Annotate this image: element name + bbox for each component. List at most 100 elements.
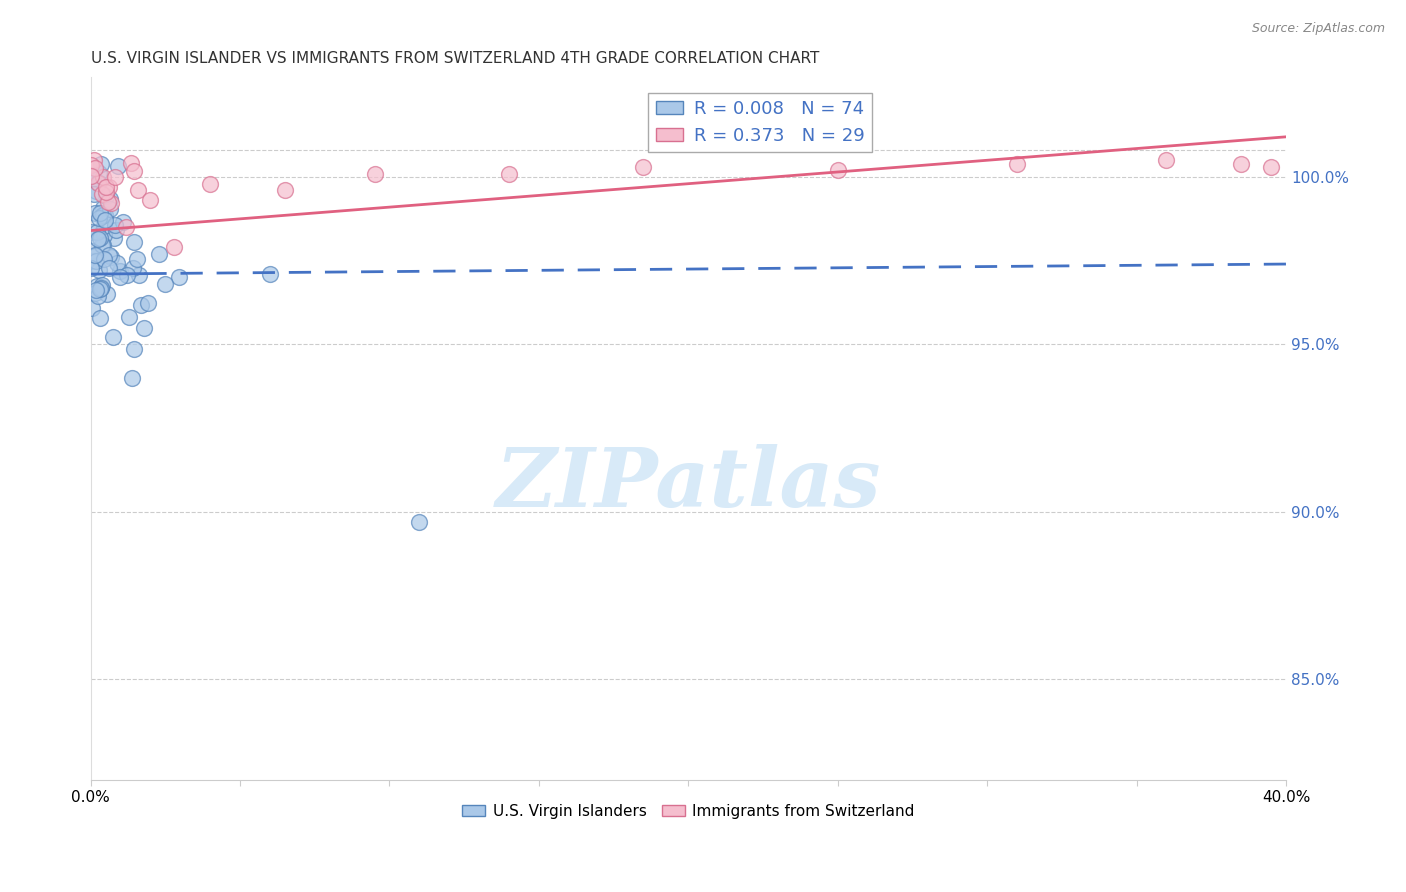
Point xyxy=(89,205,111,219)
Point xyxy=(97,194,120,209)
Point xyxy=(93,213,115,227)
Point xyxy=(87,211,110,225)
Point xyxy=(633,160,655,174)
Point xyxy=(105,255,128,269)
Point xyxy=(274,183,297,197)
Point xyxy=(94,189,117,203)
Text: U.S. VIRGIN ISLANDER VS IMMIGRANTS FROM SWITZERLAND 4TH GRADE CORRELATION CHART: U.S. VIRGIN ISLANDER VS IMMIGRANTS FROM … xyxy=(90,51,818,66)
Point xyxy=(87,232,110,246)
Point xyxy=(107,160,129,174)
Point xyxy=(84,185,107,199)
Point xyxy=(108,264,131,278)
Point xyxy=(80,261,103,276)
Point xyxy=(97,180,120,194)
Point xyxy=(98,202,121,216)
Point xyxy=(83,187,105,202)
Point xyxy=(84,285,107,300)
Point xyxy=(139,194,162,208)
Point xyxy=(122,342,145,356)
Point xyxy=(122,164,145,178)
Point xyxy=(118,310,141,324)
Point xyxy=(129,298,152,312)
Text: Source: ZipAtlas.com: Source: ZipAtlas.com xyxy=(1251,22,1385,36)
Point xyxy=(86,279,108,293)
Point xyxy=(97,247,120,261)
Point xyxy=(89,231,111,245)
Point xyxy=(122,235,145,250)
Point xyxy=(259,267,281,281)
Point xyxy=(94,209,117,223)
Point xyxy=(827,163,849,178)
Point xyxy=(163,240,186,254)
Point xyxy=(134,320,156,334)
Point xyxy=(87,289,110,303)
Point xyxy=(128,268,150,282)
Point xyxy=(87,263,110,277)
Point xyxy=(100,250,122,264)
Point xyxy=(104,219,127,233)
Point xyxy=(86,254,108,268)
Point xyxy=(1005,156,1028,170)
Point xyxy=(84,283,107,297)
Point xyxy=(100,192,122,206)
Point xyxy=(89,283,111,297)
Point xyxy=(90,281,112,295)
Point xyxy=(408,515,430,529)
Point xyxy=(86,226,108,240)
Point xyxy=(100,196,122,211)
Point xyxy=(155,277,177,292)
Point xyxy=(1156,153,1178,168)
Point xyxy=(80,169,103,183)
Point xyxy=(84,248,107,262)
Point xyxy=(136,296,159,310)
Point xyxy=(103,330,125,344)
Point xyxy=(127,183,149,197)
Point xyxy=(91,238,114,252)
Point xyxy=(91,201,114,215)
Text: ZIPatlas: ZIPatlas xyxy=(495,444,882,524)
Point xyxy=(110,270,132,285)
Point xyxy=(93,227,115,242)
Point xyxy=(112,215,135,229)
Point xyxy=(103,231,125,245)
Point xyxy=(93,252,115,267)
Point xyxy=(498,167,520,181)
Point xyxy=(104,223,127,237)
Point xyxy=(80,254,103,268)
Point xyxy=(83,249,105,263)
Point xyxy=(89,310,111,325)
Point xyxy=(82,172,104,186)
Point xyxy=(1260,160,1282,174)
Point xyxy=(90,227,112,241)
Point xyxy=(83,161,105,176)
Point xyxy=(115,220,138,235)
Point xyxy=(96,286,118,301)
Point xyxy=(90,156,112,170)
Point xyxy=(94,186,117,200)
Point xyxy=(1230,156,1253,170)
Point xyxy=(83,153,105,168)
Point xyxy=(93,219,115,234)
Point xyxy=(90,187,112,202)
Point xyxy=(80,158,103,172)
Point xyxy=(90,280,112,294)
Point xyxy=(91,208,114,222)
Point xyxy=(122,260,145,275)
Point xyxy=(87,176,110,190)
Point xyxy=(198,177,221,191)
Point xyxy=(148,247,170,261)
Point xyxy=(90,209,112,223)
Point xyxy=(91,237,114,252)
Point xyxy=(84,206,107,220)
Point xyxy=(80,244,103,258)
Point xyxy=(89,166,111,180)
Point xyxy=(127,252,149,266)
Point xyxy=(115,268,138,282)
Point xyxy=(94,180,117,194)
Point xyxy=(80,301,103,315)
Point xyxy=(97,260,120,275)
Point xyxy=(87,177,110,191)
Point xyxy=(121,371,143,385)
Point xyxy=(90,278,112,293)
Point xyxy=(103,169,125,184)
